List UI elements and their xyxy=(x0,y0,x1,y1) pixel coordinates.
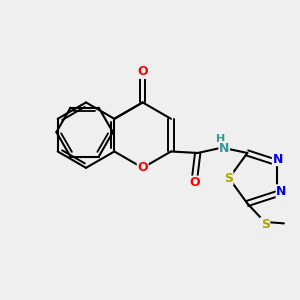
Text: S: S xyxy=(261,218,270,231)
Text: N: N xyxy=(219,142,230,155)
Text: H: H xyxy=(216,134,225,144)
Text: O: O xyxy=(189,176,200,189)
Text: N: N xyxy=(272,152,283,166)
Text: N: N xyxy=(276,185,287,198)
Text: O: O xyxy=(137,161,148,174)
Text: S: S xyxy=(224,172,233,185)
Text: O: O xyxy=(137,65,148,78)
